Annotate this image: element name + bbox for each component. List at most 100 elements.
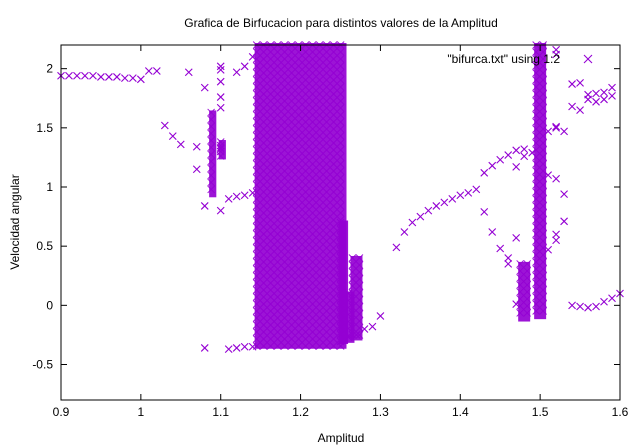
data-band [336, 218, 349, 346]
data-point [568, 80, 576, 88]
plot-frame [60, 44, 621, 401]
data-point [240, 342, 249, 351]
y-tick-label: 1.5 [36, 121, 53, 135]
data-point [232, 192, 241, 201]
data-band [252, 41, 347, 350]
data-point [456, 191, 465, 200]
data-point [488, 228, 497, 236]
data-point [504, 254, 513, 262]
data-point [552, 174, 561, 183]
data-point [560, 217, 568, 226]
x-tick-label: 1.5 [532, 405, 549, 419]
y-tick-label: 1 [46, 180, 53, 194]
data-point [512, 300, 521, 309]
data-point [344, 333, 353, 342]
data-point [408, 218, 417, 227]
data-point [376, 312, 385, 320]
data-point [200, 344, 209, 352]
data-point [416, 212, 425, 221]
x-tick-label: 1.1 [212, 405, 229, 419]
data-point [216, 77, 225, 86]
data-point [168, 132, 177, 141]
data-point [216, 93, 225, 101]
data-point [528, 148, 537, 157]
data-point [360, 325, 369, 333]
x-tick-label: 0.9 [53, 405, 70, 419]
data-point [224, 345, 233, 354]
data-point [248, 189, 257, 197]
data-point [216, 65, 225, 74]
y-tick-label: 0.5 [36, 239, 53, 253]
data-point [584, 303, 592, 312]
data-point [600, 88, 608, 97]
data-point [576, 106, 584, 114]
data-point [97, 73, 105, 81]
data-point [576, 78, 584, 87]
data-point [552, 45, 561, 54]
data-point [568, 301, 576, 310]
data-point [472, 185, 481, 194]
x-tick-label: 1.6 [612, 405, 629, 419]
data-point [480, 168, 489, 177]
data-point [368, 322, 377, 331]
data-point [552, 122, 561, 131]
data-point [440, 198, 449, 207]
data-point [216, 62, 225, 71]
data-point [160, 121, 169, 130]
data-point [592, 89, 600, 98]
chart-title: Grafica de Birfucacion para distintos va… [184, 16, 498, 30]
data-point [105, 73, 113, 81]
data-point [504, 260, 513, 268]
legend-marker [583, 54, 593, 64]
data-point [81, 71, 89, 80]
data-point [216, 144, 225, 152]
data-point [552, 123, 561, 132]
y-tick-label: -0.5 [32, 358, 53, 372]
data-point [248, 52, 257, 61]
data-point [184, 68, 193, 77]
x-tick-label: 1.4 [452, 405, 469, 419]
y-tick-label: 0 [46, 298, 53, 312]
data-point [392, 243, 401, 252]
data-point [600, 95, 608, 104]
y-axis-label: Velocidad angular [8, 174, 22, 269]
plot-area [57, 41, 624, 354]
data-point [576, 302, 584, 311]
data-point [232, 68, 241, 77]
y-tick-label: 2 [46, 62, 53, 76]
data-point [608, 294, 616, 303]
data-point [608, 83, 616, 92]
x-axis-label: Amplitud [318, 431, 365, 445]
data-band [532, 41, 548, 320]
data-point [608, 91, 616, 100]
data-point [240, 191, 249, 200]
data-point [216, 147, 225, 156]
data-point [520, 152, 529, 161]
data-point [592, 302, 600, 311]
data-point [552, 230, 561, 239]
data-point [224, 194, 233, 203]
data-point [400, 228, 409, 236]
data-point [480, 207, 489, 216]
x-tick-label: 1.3 [372, 405, 389, 419]
data-point [432, 202, 441, 210]
data-point [216, 206, 225, 215]
data-point [120, 74, 129, 83]
data-point [248, 342, 257, 351]
x-tick-label: 1.2 [292, 405, 309, 419]
data-point [240, 62, 249, 71]
data-point [352, 331, 361, 339]
legend-label: "bifurca.txt" using 1:2 [447, 52, 560, 66]
data-point [216, 141, 225, 150]
data-point [568, 102, 576, 111]
data-point [424, 206, 433, 215]
data-point [496, 244, 505, 253]
data-point [560, 190, 568, 198]
data-point [512, 162, 521, 171]
data-point [73, 71, 81, 80]
axes: 0.9 1 1.1 1.2 1.3 1.4 1.5 1.6 -0.5 0 0.5 1 1.5 2 [32, 45, 629, 419]
data-point [512, 233, 521, 242]
data-band [516, 260, 532, 322]
data-point [144, 67, 153, 75]
data-point [592, 97, 600, 106]
